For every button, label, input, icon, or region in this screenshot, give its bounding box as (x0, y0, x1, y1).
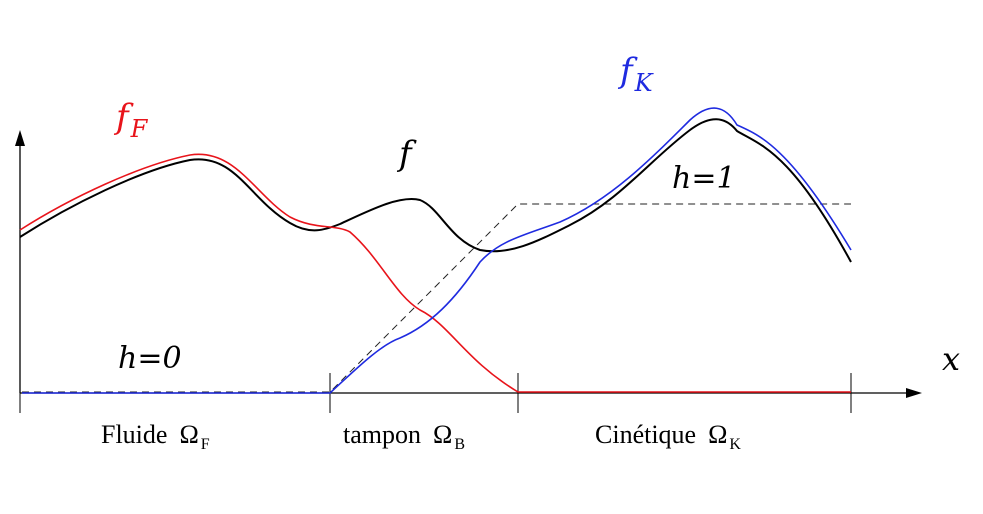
x-axis-arrowhead (906, 388, 922, 398)
h-one-label: h=1 (672, 161, 736, 196)
region-kinetic-label: Cinétique Ω K (595, 420, 741, 453)
f-label: f (396, 134, 417, 174)
x-axis-label: x (942, 340, 960, 378)
f-kinetic-label-sub: K (634, 69, 655, 97)
f-fluid-label-sub: F (130, 115, 149, 143)
h-zero-label: h=0 (118, 341, 182, 376)
f-fluid-curve (19, 153, 851, 393)
region-fluid-label: Fluide Ω F (101, 420, 210, 453)
f-fluid-label: fF (113, 97, 149, 143)
region-buffer-label: tampon Ω B (343, 420, 465, 453)
f-curve (19, 118, 852, 263)
f-kinetic-curve (22, 107, 852, 394)
f-kinetic-label: fK (617, 51, 655, 97)
y-axis-arrowhead (15, 130, 25, 146)
